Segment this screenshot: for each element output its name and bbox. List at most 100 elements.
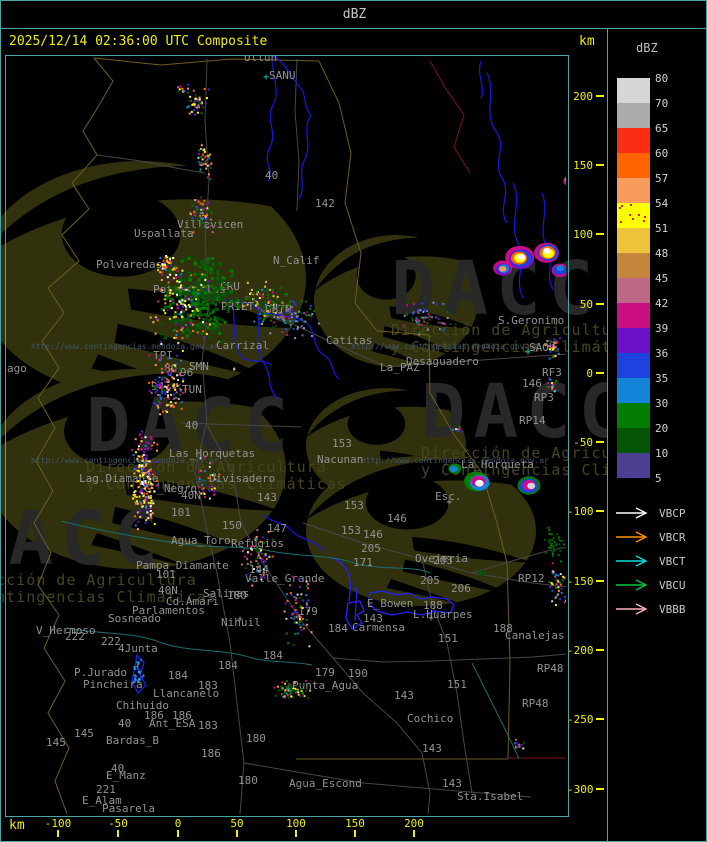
map-place-label: SANU: [269, 69, 296, 82]
map-place-label: 143: [257, 491, 277, 504]
scale-band: [617, 253, 650, 278]
map-place-label: 205: [361, 542, 381, 555]
scale-band: [617, 178, 650, 203]
right-axis-unit: km: [579, 34, 595, 49]
vector-legend: VBCP VBCR VBCT VBCU VBBB: [608, 29, 706, 841]
scale-band: [617, 228, 650, 253]
map-place-label: RF3: [542, 366, 562, 379]
map-place-label: 180: [227, 589, 247, 602]
watermark-url: http://www.contingencias.mendoza.gov.ar: [31, 456, 219, 465]
map-labels-layer: Ullun SANU Villavicen Uspallata Polvaredas N_…: [6, 56, 568, 816]
right-axis-tick: [596, 95, 604, 97]
title-bar: dBZ: [1, 1, 706, 29]
scale-stop-label: 30: [655, 397, 669, 410]
bottom-axis-label: 150: [345, 817, 365, 830]
map-place-label: 184: [218, 659, 238, 672]
vector-legend-row: VBCP: [614, 506, 686, 520]
map-place-label: 146: [522, 377, 542, 390]
map-place-label: 151: [447, 678, 467, 691]
map-place-label: 205: [420, 574, 440, 587]
radar-map[interactable]: Ullun SANU Villavicen Uspallata Polvaredas N_…: [5, 55, 569, 817]
map-place-label: 171: [353, 556, 373, 569]
right-axis-label: -50: [573, 436, 593, 449]
scale-stop-label: 20: [655, 422, 669, 435]
vbcr-arrow-icon: [616, 531, 648, 543]
map-place-label: Pincheira: [83, 678, 143, 691]
watermark-url: http://www.contingencias.mendoza.gov.ar: [361, 456, 549, 465]
map-place-label: Chihuido: [116, 699, 169, 712]
scale-stop-label: 70: [655, 97, 669, 110]
scale-band: [617, 103, 650, 128]
map-place-label: Desaguadero: [406, 355, 479, 368]
scale-stop-label: 36: [655, 347, 669, 360]
vbbb-arrow-icon: [616, 603, 648, 615]
legend-title: dBZ: [636, 41, 658, 55]
right-axis-tick: [596, 510, 604, 512]
scale-band: [617, 328, 650, 353]
map-place-label: 153: [332, 437, 352, 450]
map-place-label: E_Manz: [106, 769, 146, 782]
map-place-label: RP3: [534, 391, 554, 404]
right-axis-label: -300: [567, 783, 594, 796]
right-axis-tick: [596, 233, 604, 235]
map-place-label: Esc.: [435, 490, 462, 503]
map-place-label: Carmensa: [352, 621, 405, 634]
vector-legend-row: VBCT: [614, 554, 686, 568]
vector-legend-label: VBCU: [659, 578, 686, 592]
bottom-axis-tick: [295, 830, 297, 837]
map-place-label: Carrizal: [216, 339, 269, 352]
map-place-label: OBTN: [265, 303, 292, 316]
map-place-label: 146: [387, 512, 407, 525]
scale-stop-label: 48: [655, 247, 669, 260]
map-place-label: 40N: [181, 489, 201, 502]
map-place-label: La_PAZ: [380, 361, 420, 374]
scale-band: [617, 278, 650, 303]
bottom-axis-label: 50: [230, 817, 244, 830]
map-place-label: 101: [171, 506, 191, 519]
scale-band: [617, 78, 650, 103]
right-axis-label: -150: [567, 575, 594, 588]
map-place-label: 144: [249, 563, 269, 576]
bottom-axis-tick: [177, 830, 179, 837]
map-place-label: Agua_Escond: [289, 777, 362, 790]
bottom-axis-label: 200: [404, 817, 424, 830]
map-place-label: 180: [246, 732, 266, 745]
watermark-url: http://www.contingencias.mendoza.gov.ar: [31, 342, 219, 351]
map-place-label: 184: [263, 649, 283, 662]
map-place-label: Refugios: [231, 537, 284, 550]
map-place-label: 186: [201, 747, 221, 760]
vbcu-arrow-icon: [616, 579, 648, 591]
map-place-label: Pasarela: [102, 802, 155, 815]
scale-band: [617, 303, 650, 328]
map-place-label: Bardas_B: [106, 734, 159, 747]
geography-layer: [33, 56, 566, 814]
right-axis-label: 0: [586, 367, 593, 380]
scale-stop-label: 60: [655, 147, 669, 160]
map-place-label: P.Jurado: [74, 666, 127, 679]
map-place-label: Polvaredas: [96, 258, 163, 271]
map-place-label: 184: [168, 669, 188, 682]
scale-stop-label: 35: [655, 372, 669, 385]
reflectivity-scale: [617, 78, 650, 478]
map-place-label: 96: [180, 366, 194, 379]
map-place-label: RP14: [519, 414, 546, 427]
map-place-label: Catitas: [326, 334, 373, 347]
map-place-label: 186: [172, 709, 192, 722]
map-place-label: SAOU: [529, 341, 556, 354]
scale-band: [617, 153, 650, 178]
vbct-arrow-icon: [616, 555, 648, 567]
bottom-axis-tick: [117, 830, 119, 837]
map-place-label: 143: [394, 689, 414, 702]
station-marker-icon: +: [263, 72, 270, 83]
map-place-label: Lag.Diamante: [79, 472, 159, 485]
map-place-label: Canalejas: [505, 629, 565, 642]
map-header: 2025/12/14 02:36:00 UTC Composite km: [1, 29, 607, 55]
scale-stop-label: 45: [655, 272, 669, 285]
scale-band: [617, 353, 650, 378]
map-place-label: 150: [222, 519, 242, 532]
map-place-label: 222: [101, 635, 121, 648]
map-place-label: 147: [267, 522, 287, 535]
map-place-label: Cochico: [407, 712, 454, 725]
